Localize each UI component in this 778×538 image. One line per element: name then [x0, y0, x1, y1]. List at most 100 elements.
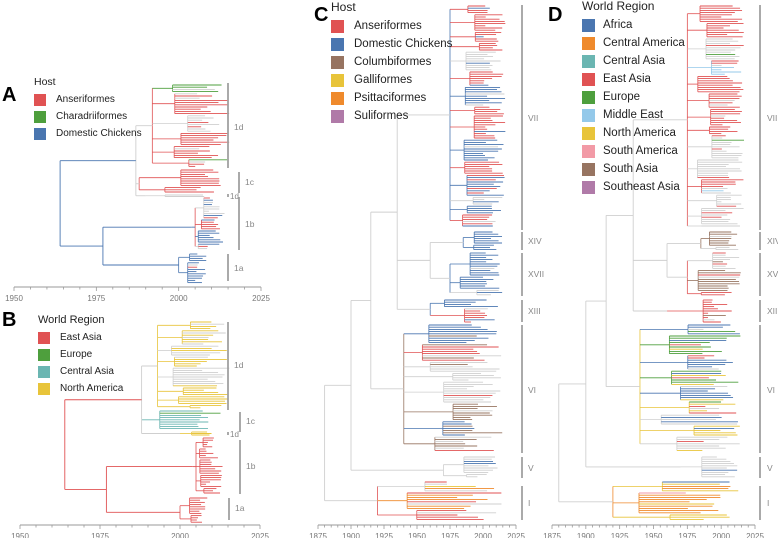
legend-swatch — [34, 110, 46, 123]
axis-tick-label: 1925 — [611, 532, 629, 538]
axis-tick-label: 1900 — [342, 532, 360, 538]
axis-tick-label: 1975 — [91, 532, 109, 538]
legend-label: Middle East — [603, 109, 664, 121]
legend-label: Columbiformes — [354, 56, 432, 68]
clade-label: VI — [767, 385, 775, 395]
clade-label: 1d — [234, 122, 244, 132]
legend-swatch — [582, 72, 595, 86]
legend-item: Anseriformes — [34, 91, 142, 108]
legend-label: Europe — [603, 91, 641, 103]
legend-title: Host — [331, 0, 356, 14]
legend-host-a: Host Anseriformes Charadriiformes Domestic… — [34, 76, 142, 142]
axis-tick-label: 1975 — [87, 294, 105, 303]
legend-item: Central Asia — [38, 363, 123, 380]
legend-swatch — [38, 382, 50, 395]
legend-item: East Asia — [582, 70, 685, 88]
legend-label: Anseriformes — [354, 20, 422, 32]
legend-title: Host — [34, 76, 56, 88]
clade-label: XIII — [767, 306, 778, 316]
legend-item: South Asia — [582, 160, 685, 178]
legend-label: East Asia — [60, 332, 102, 343]
legend-swatch — [331, 19, 344, 33]
legend-swatch — [582, 144, 595, 158]
legend-item: Columbiformes — [331, 53, 452, 71]
clade-label: XVII — [528, 269, 544, 279]
legend-item: Central Asia — [582, 52, 685, 70]
legend-label: Galliformes — [354, 74, 413, 86]
clade-label: XIV — [767, 236, 778, 246]
axis-tick-label: 1975 — [678, 532, 696, 538]
clade-label: V — [767, 463, 773, 473]
legend-swatch — [582, 180, 595, 194]
axis-tick-label: 2025 — [251, 532, 269, 538]
legend-label: East Asia — [603, 73, 651, 85]
axis-tick-label: 1950 — [11, 532, 29, 538]
legend-item: Central America — [582, 34, 685, 52]
axis-tick-label: 1950 — [408, 532, 426, 538]
axis-tick-label: 2000 — [170, 294, 188, 303]
clade-label: 1d — [234, 360, 244, 370]
panel-label-a: A — [2, 84, 17, 106]
legend-item: Europe — [582, 88, 685, 106]
legend-label: South Asia — [603, 163, 658, 175]
legend-label: North America — [60, 383, 124, 394]
axis-tick-label: 2000 — [171, 532, 189, 538]
clade-label: 1a — [235, 503, 245, 513]
legend-swatch — [331, 73, 344, 87]
legend-swatch — [582, 36, 595, 50]
legend-item: Domestic Chickens — [331, 35, 452, 53]
clade-label: V — [528, 463, 534, 473]
legend-item: South America — [582, 142, 685, 160]
legend-title: World Region — [582, 0, 655, 13]
clade-label: 1b — [246, 461, 256, 471]
clade-label: XVII — [767, 269, 778, 279]
legend-swatch — [331, 37, 344, 51]
legend-title: World Region — [38, 314, 105, 326]
axis-tick-label: 2000 — [474, 532, 492, 538]
legend-region-b: World Region East Asia Europe Central Asia… — [38, 314, 123, 397]
axis-tick-label: 2025 — [507, 532, 525, 538]
legend-item: Psittaciformes — [331, 89, 452, 107]
legend-item: Charadriiformes — [34, 108, 142, 125]
clade-label: 1d — [230, 430, 239, 439]
clade-label: XIV — [528, 236, 542, 246]
legend-label: Africa — [603, 19, 633, 31]
axis-tick-label: 2025 — [252, 294, 270, 303]
legend-item: Middle East — [582, 106, 685, 124]
legend-swatch — [331, 91, 344, 105]
legend-swatch — [34, 127, 46, 140]
legend-swatch — [38, 348, 50, 361]
legend-item: Domestic Chickens — [34, 125, 142, 142]
axis-tick-label: 1875 — [543, 532, 561, 538]
legend-label: Suliformes — [354, 110, 409, 122]
legend-label: Europe — [60, 349, 93, 360]
legend-label: Domestic Chickens — [56, 128, 142, 139]
legend-swatch — [38, 365, 50, 378]
legend-label: Anseriformes — [56, 94, 115, 105]
panel-label-d: D — [548, 4, 563, 26]
panel-label-b: B — [2, 309, 17, 331]
clade-label: 1c — [246, 416, 256, 426]
legend-item: Europe — [38, 346, 123, 363]
axis-tick-label: 1950 — [5, 294, 23, 303]
legend-item: Galliformes — [331, 71, 452, 89]
clade-label: 1c — [245, 177, 255, 187]
axis-tick-label: 1975 — [441, 532, 459, 538]
legend-swatch — [331, 109, 344, 123]
legend-item: North America — [582, 124, 685, 142]
legend-swatch — [582, 162, 595, 176]
legend-label: Domestic Chickens — [354, 38, 453, 50]
legend-label: Central America — [603, 37, 685, 49]
legend-host-c: Host Anseriformes Domestic Chickens Columb… — [331, 0, 452, 125]
legend-swatch — [582, 54, 595, 68]
clade-label: VII — [767, 113, 777, 123]
axis-tick-label: 2025 — [746, 532, 764, 538]
legend-item: Anseriformes — [331, 17, 452, 35]
clade-label: XIII — [528, 306, 541, 316]
clade-label: 1a — [234, 263, 244, 273]
legend-item: East Asia — [38, 329, 123, 346]
legend-label: Central Asia — [60, 366, 114, 377]
axis-tick-label: 1925 — [375, 532, 393, 538]
